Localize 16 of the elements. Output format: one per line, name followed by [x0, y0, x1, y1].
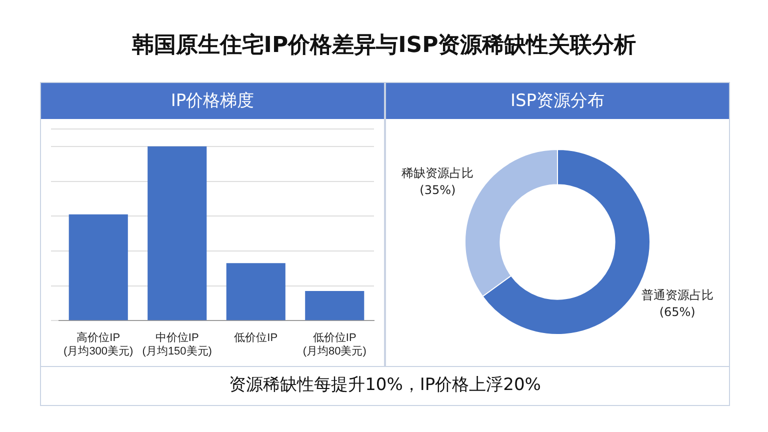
x-tick-label: 高价位IP (月均300美元) [64, 331, 134, 358]
data-label: (65%) [659, 305, 696, 320]
chart-title: ISP资源分布 [386, 83, 729, 119]
bar [226, 263, 286, 320]
slice-label: 稀缺资源占比 [402, 166, 474, 180]
data-label: (35%) [420, 182, 456, 197]
bar [68, 214, 128, 320]
text: 资源稀缺性每提升10%，IP价格上浮20% [40, 365, 730, 406]
x-tick-label: 低价位IP [234, 332, 278, 344]
text: 韩国原生住宅IP价格差异与ISP资源稀缺性关联分析 [130, 32, 638, 60]
bar [148, 146, 207, 320]
bar [305, 290, 364, 320]
slice-label: 普通资源占比 [641, 288, 714, 302]
x-tick-label: 中价位IP (月均150美元) [142, 331, 212, 358]
chart-title: IP价格梯度 [41, 83, 384, 119]
x-tick-label: 低价位IP (月均80美元) [302, 332, 366, 358]
